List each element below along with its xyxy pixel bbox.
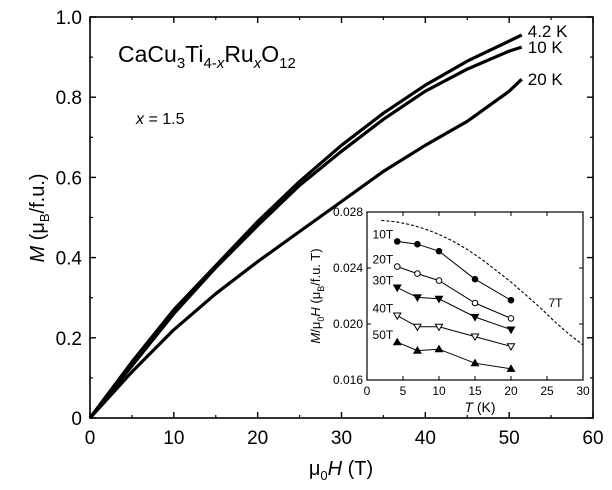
main-x-tick-label: 0 [85, 428, 96, 449]
main-x-tick-label: 40 [415, 428, 436, 449]
inset-series-label: 7T [548, 296, 563, 310]
inset-x-tick-label: 15 [468, 384, 482, 398]
inset-x-tick-label: 10 [432, 384, 446, 398]
main-x-axis-label: μ0H (T) [309, 458, 373, 483]
inset-data-point [434, 295, 444, 304]
inset-x-tick-label: 5 [400, 384, 407, 398]
inset-ticks: 0 5 10 15 20 25 30 0.016 0.020 0.024 0.028 [333, 205, 590, 398]
main-x-tick-label: 20 [247, 428, 268, 449]
main-y-tick-label: 0 [71, 409, 82, 430]
inset-y-tick-label: 0.024 [333, 261, 363, 275]
inset-x-tick-label: 25 [540, 384, 554, 398]
inset-data-point [392, 284, 402, 293]
inset-series-label: 20T [373, 253, 394, 267]
inset-series-label: 30T [373, 274, 394, 288]
main-series-label: 10 K [528, 38, 564, 57]
main-series-label: 20 K [528, 70, 564, 89]
inset-data-point [470, 313, 480, 322]
inset-data-point [434, 344, 444, 353]
compound-label: CaCu3Ti4-xRuxO12 [118, 41, 296, 72]
inset-data-point [435, 277, 443, 284]
inset-data-point [392, 337, 402, 346]
inset-series: 10T 20T 30T 40T 50T 7T [373, 219, 584, 372]
inset-data-point [434, 323, 444, 332]
inset-x-tick-label: 0 [364, 384, 371, 398]
inset-x-axis-label: T (K) [464, 399, 495, 415]
main-y-tick-label: 0.8 [56, 88, 82, 109]
inset-data-point [412, 346, 422, 354]
inset-reference-line [381, 219, 584, 346]
inset-y-tick-label: 0.016 [333, 373, 363, 387]
inset-data-point [506, 364, 516, 372]
inset-data-point [414, 270, 421, 277]
main-x-tick-label: 60 [582, 428, 603, 449]
inset-series-label: 50T [373, 328, 394, 342]
main-series-line [88, 45, 523, 420]
inset-y-tick-label: 0.020 [333, 317, 363, 331]
inset-data-point [471, 299, 479, 307]
inset-series-label: 40T [373, 302, 394, 316]
main-x-tick-label: 30 [331, 428, 352, 449]
main-series: 4.2 K10 K 20 K [88, 22, 568, 420]
main-x-tick-label: 50 [499, 428, 520, 449]
main-series-line [88, 33, 523, 419]
inset-data-point [412, 294, 422, 302]
main-series-line [88, 78, 523, 420]
inset-data-point [471, 275, 479, 283]
inset-data-point [506, 326, 516, 335]
inset-data-point [393, 263, 401, 270]
inset-data-point [506, 343, 516, 351]
inset-data-point [393, 238, 401, 245]
inset-series-label: 10T [373, 227, 394, 241]
inset-data-point [470, 333, 480, 342]
inset-data-point [414, 240, 421, 248]
main-y-axis-label: M (μB/f.u.) [27, 173, 52, 262]
inset-x-tick-label: 20 [504, 384, 518, 398]
main-series-label: 4.2 K [528, 22, 568, 41]
main-y-tick-label: 1.0 [56, 8, 82, 29]
inset-y-tick-label: 0.028 [333, 205, 363, 219]
inset-data-point [470, 358, 480, 367]
inset-data-point [507, 296, 515, 304]
main-y-tick-label: 0.4 [56, 249, 83, 270]
main-y-tick-label: 0.2 [56, 329, 82, 350]
composition-label: x = 1.5 [135, 111, 185, 128]
inset-plot-frame [366, 211, 584, 381]
main-x-tick-label: 10 [163, 428, 184, 449]
inset-data-point [435, 247, 443, 255]
inset-data-point [412, 323, 422, 332]
inset-x-tick-label: 30 [576, 384, 590, 398]
inset-data-point [507, 315, 515, 322]
main-y-tick-label: 0.6 [56, 168, 82, 189]
inset-y-axis-label: M/μ0H (μB/f.u. T) [308, 248, 326, 343]
inset-data-point [392, 312, 402, 321]
